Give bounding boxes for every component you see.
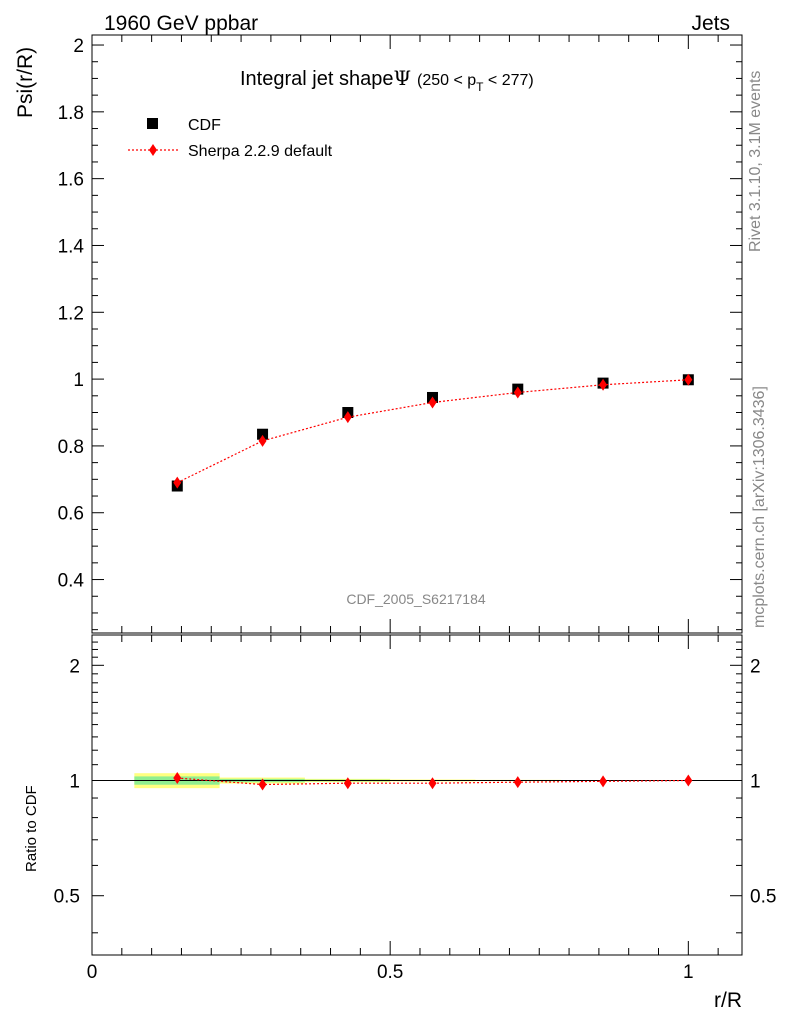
upper-panel: 0.4 0.6 0.8 1 1.2 1.4 1.6 1.8 2 [58,34,743,634]
upper-ytick-label: 0.8 [58,437,84,458]
analysis-watermark: CDF_2005_S6217184 [346,591,486,607]
upper-ytick-label: 0.6 [58,504,84,525]
ratio-ytick-label-right: 2 [750,656,761,677]
sherpa-ratio-point [173,772,182,785]
upper-ytick-label: 2 [73,36,84,57]
sherpa-ratio-point [258,778,267,791]
upper-ytick-label: 0.4 [58,571,85,592]
legend-marker-sherpa [149,144,157,156]
header-right-label: Jets [691,12,730,35]
upper-ytick-label: 1.8 [58,103,84,124]
ratio-ylabel: Ratio to CDF [23,785,40,872]
ratio-ytick-label-left: 2 [69,656,80,677]
legend: CDF Sherpa 2.2.9 default [128,117,333,160]
legend-marker-cdf [147,118,158,129]
upper-ytick-label: 1.6 [58,170,84,191]
plot-title-range: (250 < p [417,72,476,89]
sherpa-data-point [173,476,182,489]
ratio-panel: 0 0.5 1 0.5 0.5 1 1 2 2 [54,634,776,983]
plot-title-subscript: T [476,80,484,94]
xtick-label: 0 [87,962,98,983]
xtick-label: 1 [683,962,694,983]
ratio-ytick-label-right: 1 [750,772,761,793]
sherpa-data-point [258,434,267,447]
sherpa-ratio-point [428,777,437,790]
sherpa-ratio-point [343,777,352,790]
sherpa-ratio-point [684,774,693,787]
mcplots-credit-label: mcplots.cern.ch [arXiv:1306.3436] [751,386,768,628]
sherpa-data-point [599,378,608,391]
sherpa-ratio-point [599,775,608,788]
upper-frame [91,34,743,634]
xlabel: r/R [714,989,742,1012]
ratio-ytick-label-left: 0.5 [54,887,80,908]
plot-title: Integral jet shapeΨ (250 < pT < 277) [240,66,534,94]
upper-ytick-label: 1.4 [58,236,85,257]
sherpa-data-point [343,411,352,424]
legend-label-sherpa: Sherpa 2.2.9 default [188,143,333,160]
legend-label-cdf: CDF [188,117,221,134]
cdf-data-point [257,428,269,440]
ratio-frame [91,634,743,956]
plot-title-range-end: < 277) [483,72,533,89]
ratio-ytick-label-left: 1 [69,772,80,793]
sherpa-data-point [684,373,693,386]
xtick-label: 0.5 [377,962,403,983]
upper-ytick-label: 1.2 [58,303,84,324]
plot-title-symbol: Ψ [393,66,411,90]
plot-title-main: Integral jet shape [240,68,393,90]
sherpa-data-point [428,396,437,409]
header-left-label: 1960 GeV ppbar [104,12,258,35]
ratio-ytick-label-right: 0.5 [750,887,776,908]
upper-ylabel: Psi(r/R) [14,47,37,118]
sherpa-ratio-point [513,776,522,789]
rivet-info-label: Rivet 3.1.10, 3.1M events [747,71,764,252]
upper-ytick-label: 1 [73,370,84,391]
sherpa-data-point [513,386,522,399]
